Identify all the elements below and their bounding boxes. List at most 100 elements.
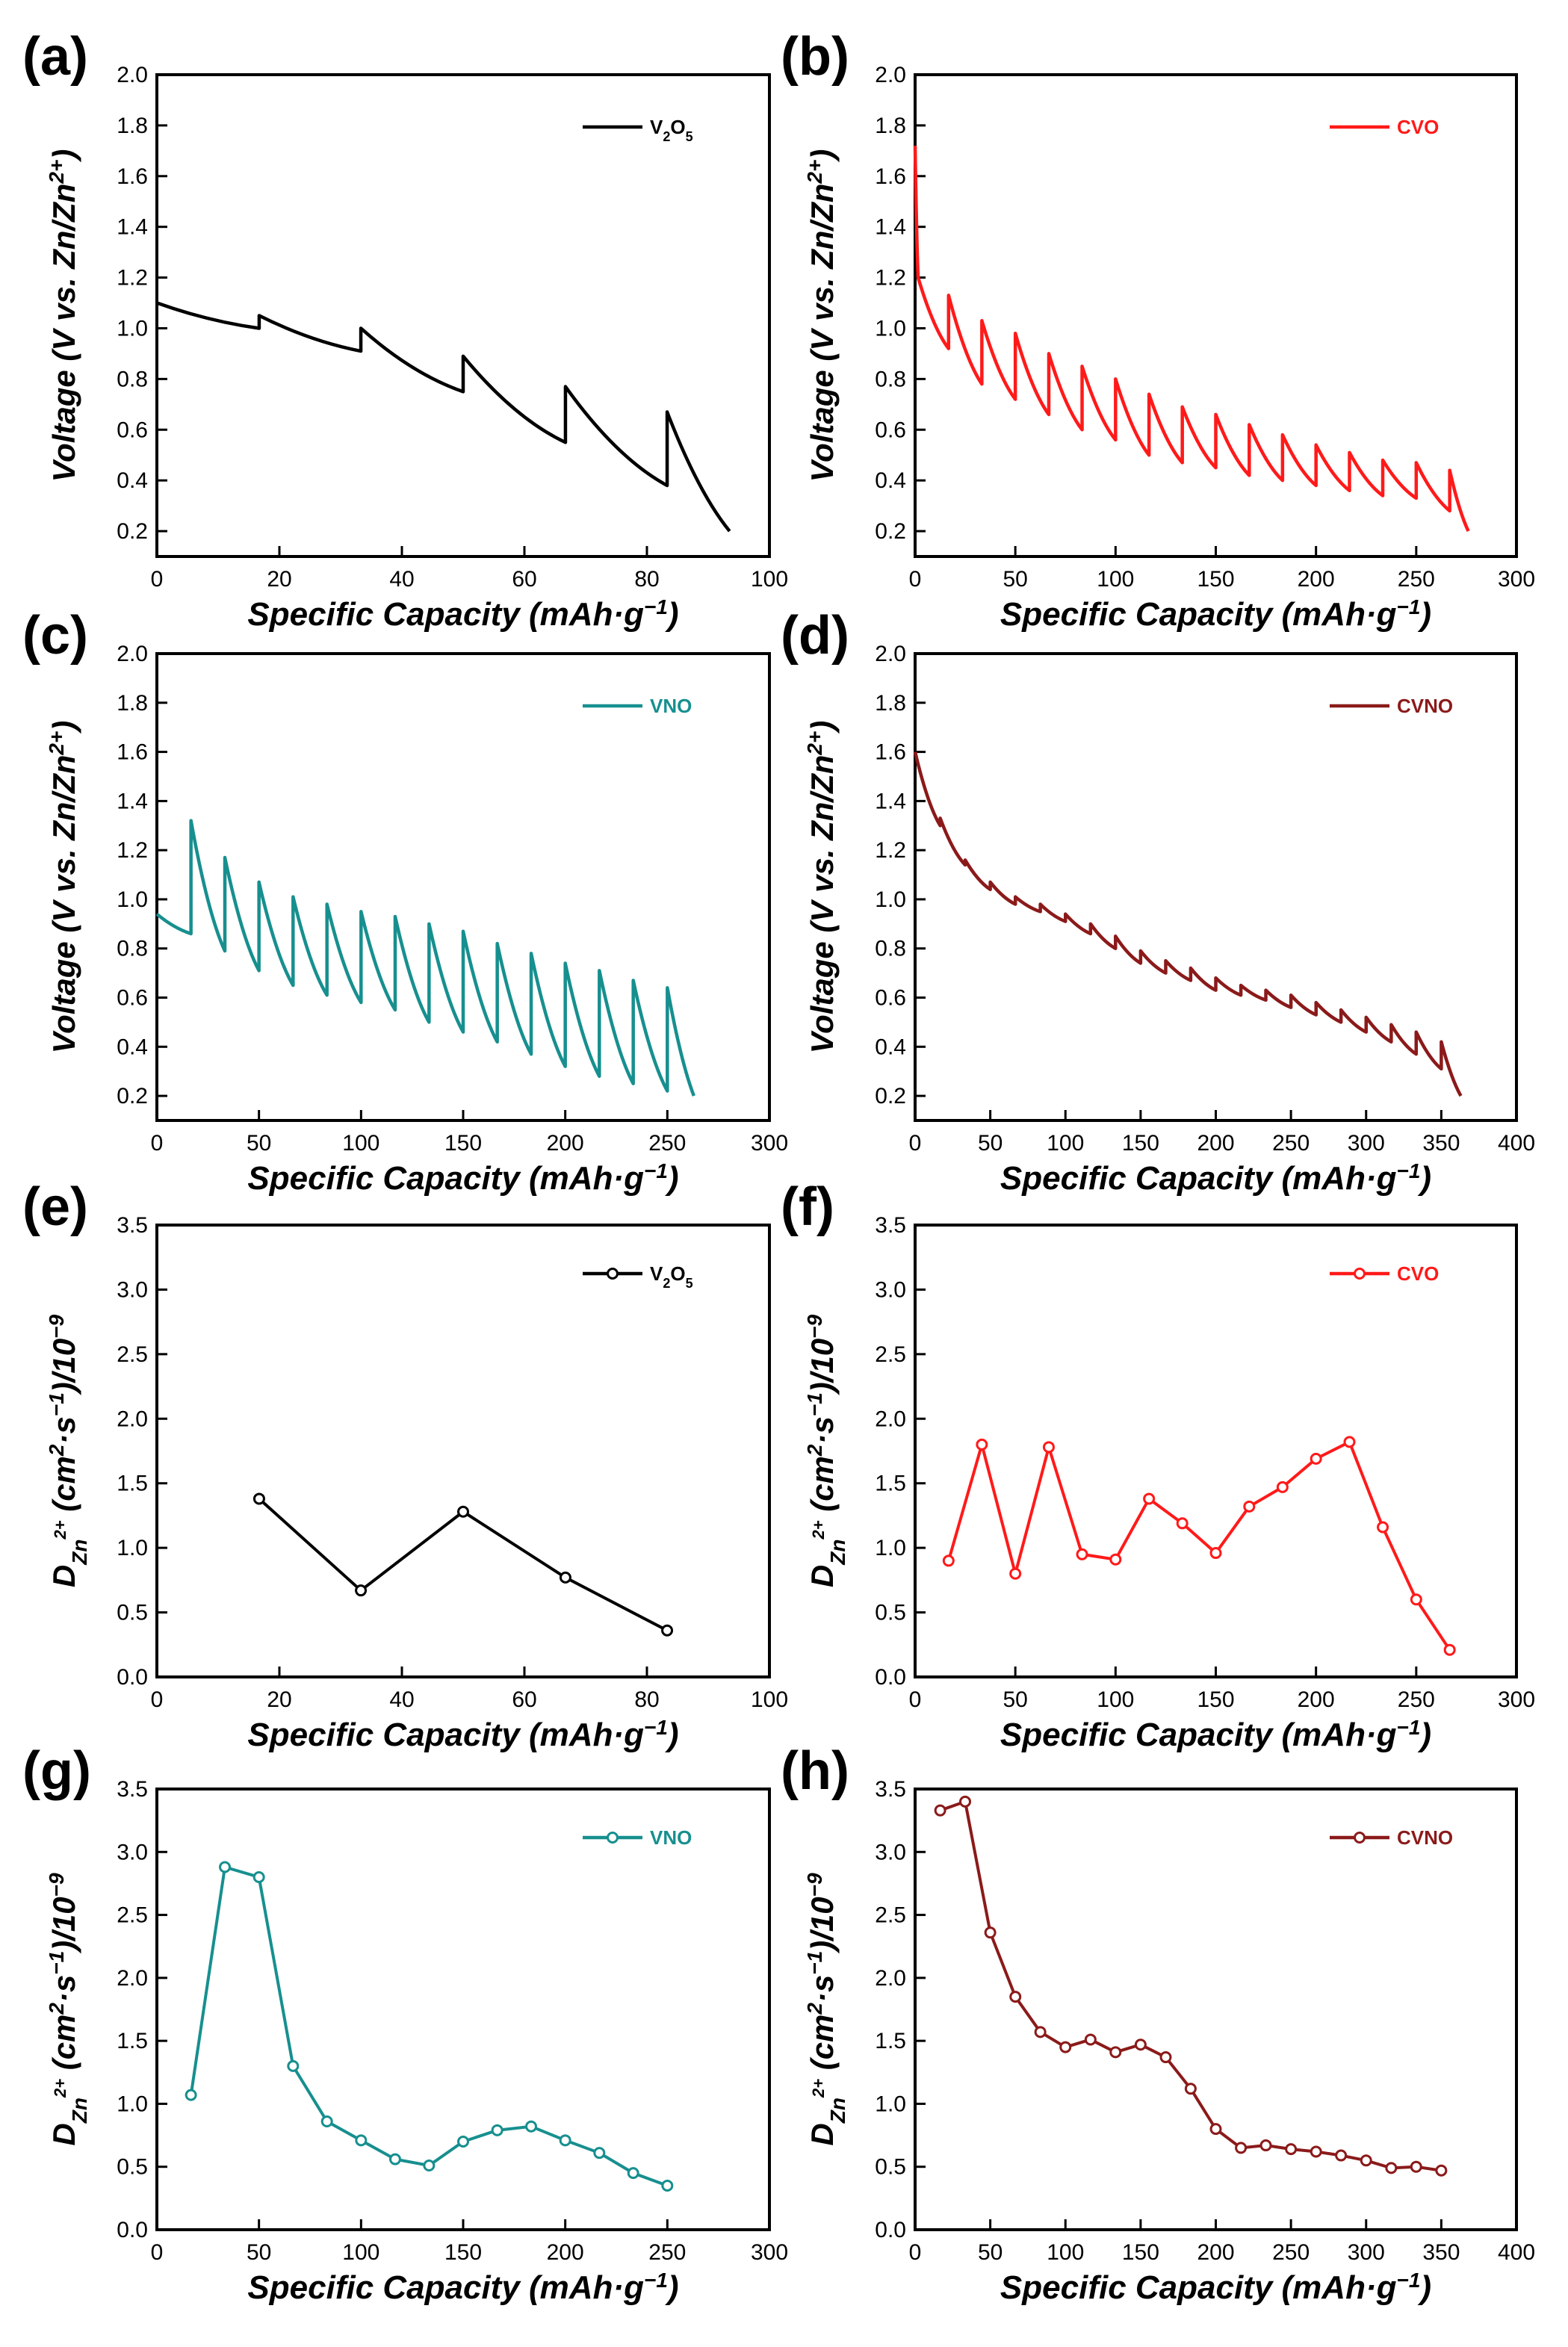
panel-letter: (a) bbox=[22, 27, 88, 87]
panel-e: 0 20 40 60 80 100 0.0 0.5 1.0 1.5 2.0 2.5 3.0 3.5 (e) S… bbox=[22, 1177, 788, 1753]
y-tick-label: 0.4 bbox=[875, 1035, 906, 1059]
y-tick-label: 3.0 bbox=[875, 1840, 906, 1864]
x-tick-label: 300 bbox=[1498, 1687, 1535, 1712]
series-line bbox=[258, 1497, 668, 1632]
data-point bbox=[984, 1926, 997, 1939]
x-axis-label: Specific Capacity (mAh·g−1) bbox=[247, 2269, 678, 2307]
y-tick-label: 0.6 bbox=[875, 418, 906, 442]
x-tick-label: 250 bbox=[1272, 1131, 1310, 1156]
data-point bbox=[1184, 2083, 1197, 2095]
x-tick-label: 20 bbox=[267, 567, 291, 592]
x-tick-label: 400 bbox=[1498, 2240, 1535, 2265]
x-tick-label: 350 bbox=[1422, 1131, 1460, 1156]
plot-frame bbox=[155, 1788, 771, 2231]
y-tick-label: 2.5 bbox=[117, 1342, 148, 1367]
y-axis-label: DZn2+ (cm2·s−1)/10−9 bbox=[803, 1873, 849, 2146]
y-tick-label: 2.0 bbox=[117, 1966, 148, 1991]
series-line bbox=[939, 1799, 1442, 2172]
plot-frame bbox=[914, 1788, 1518, 2231]
x-tick-label: 350 bbox=[1422, 2240, 1460, 2265]
data-point bbox=[320, 2115, 333, 2128]
y-tick-label: 0.6 bbox=[875, 986, 906, 1011]
x-tick-label: 100 bbox=[1097, 1687, 1134, 1712]
y-tick-label: 2.0 bbox=[117, 1407, 148, 1431]
data-point bbox=[1159, 2051, 1172, 2064]
data-point bbox=[1360, 2154, 1372, 2167]
x-tick-label: 300 bbox=[1348, 1131, 1385, 1156]
data-point bbox=[976, 1438, 988, 1451]
y-tick-label: 1.2 bbox=[117, 838, 148, 863]
y-tick-label: 0.5 bbox=[875, 2155, 906, 2180]
data-point bbox=[1042, 1441, 1055, 1454]
x-tick-label: 0 bbox=[151, 1687, 164, 1712]
y-tick-label: 3.5 bbox=[117, 1213, 148, 1238]
y-tick-label: 3.5 bbox=[117, 1777, 148, 1802]
x-tick-label: 150 bbox=[1122, 1131, 1159, 1156]
y-tick-label: 0.0 bbox=[117, 1665, 148, 1690]
plot-frame bbox=[914, 1224, 1518, 1678]
y-tick-label: 1.4 bbox=[117, 215, 148, 240]
y-tick-label: 0.2 bbox=[875, 519, 906, 544]
x-tick-label: 100 bbox=[342, 1131, 379, 1156]
y-tick-label: 0.8 bbox=[875, 937, 906, 961]
x-tick-label: 50 bbox=[247, 2240, 271, 2265]
legend-label: V2O5 bbox=[650, 116, 693, 144]
x-tick-label: 300 bbox=[1348, 2240, 1385, 2265]
data-point bbox=[1276, 1481, 1289, 1493]
legend-label: CVNO bbox=[1397, 1826, 1453, 1849]
data-point bbox=[1435, 2164, 1448, 2177]
data-point bbox=[934, 1804, 946, 1817]
y-tick-label: 2.0 bbox=[875, 642, 906, 666]
data-point bbox=[252, 1492, 265, 1505]
y-tick-label: 0.4 bbox=[117, 468, 148, 493]
data-point bbox=[423, 2160, 436, 2172]
y-axis-label: Voltage (V vs. Zn/Zn2+) bbox=[45, 149, 82, 483]
y-tick-label: 0.4 bbox=[875, 468, 906, 493]
data-point bbox=[1009, 1991, 1022, 2003]
x-tick-label: 250 bbox=[648, 2240, 686, 2265]
panel-letter: (c) bbox=[22, 606, 88, 666]
y-tick-label: 1.2 bbox=[117, 266, 148, 291]
x-tick-label: 200 bbox=[1298, 567, 1335, 592]
x-tick-label: 150 bbox=[1197, 1687, 1234, 1712]
data-point bbox=[1310, 2145, 1322, 2158]
data-point bbox=[1235, 2142, 1248, 2154]
x-tick-label: 40 bbox=[389, 1687, 414, 1712]
series-line bbox=[189, 1864, 669, 2187]
y-tick-label: 0.5 bbox=[875, 1601, 906, 1625]
y-tick-label: 1.0 bbox=[117, 316, 148, 341]
x-axis-label: Specific Capacity (mAh·g−1) bbox=[247, 595, 678, 633]
x-tick-label: 250 bbox=[1398, 567, 1435, 592]
data-point bbox=[1243, 1500, 1256, 1513]
legend-label: CVO bbox=[1397, 116, 1439, 138]
panel-c: 0 50 100 150 200 250 300 0.2 0.4 0.6 0.8 1.0 1.2 1.4 1… bbox=[22, 606, 788, 1197]
y-tick-label: 1.2 bbox=[875, 266, 906, 291]
legend-label: VNO bbox=[650, 1826, 692, 1849]
x-axis-label: Specific Capacity (mAh·g−1) bbox=[1000, 1159, 1431, 1197]
panel-h: 0 50 100 150 200 250 300 350 400 0.0 0.5 1.0 1.5 2.0 2… bbox=[781, 1741, 1535, 2306]
y-tick-label: 0.4 bbox=[117, 1035, 148, 1059]
x-tick-label: 150 bbox=[444, 2240, 482, 2265]
y-tick-label: 0.8 bbox=[117, 367, 148, 391]
y-tick-label: 2.5 bbox=[875, 1903, 906, 1928]
x-axis-label: Specific Capacity (mAh·g−1) bbox=[247, 1716, 678, 1754]
x-tick-label: 100 bbox=[1097, 567, 1134, 592]
y-tick-label: 2.0 bbox=[117, 642, 148, 666]
x-tick-label: 80 bbox=[634, 1687, 659, 1712]
x-tick-label: 150 bbox=[1197, 567, 1234, 592]
data-point bbox=[1176, 1517, 1189, 1530]
y-tick-label: 1.0 bbox=[875, 1536, 906, 1560]
plot-frame bbox=[155, 1224, 771, 1678]
panel-letter: (b) bbox=[781, 27, 849, 87]
y-tick-label: 1.0 bbox=[117, 2092, 148, 2116]
data-point bbox=[355, 2134, 368, 2147]
y-tick-label: 1.0 bbox=[875, 887, 906, 912]
legend-label: CVNO bbox=[1397, 695, 1453, 717]
y-axis-label: DZn2+ (cm2·s−1)/10−9 bbox=[45, 1873, 91, 2146]
data-point bbox=[661, 1624, 674, 1637]
y-tick-label: 0.8 bbox=[875, 367, 906, 391]
data-point bbox=[1259, 2139, 1272, 2152]
data-point bbox=[1335, 2149, 1348, 2162]
panel-b: 0 50 100 150 200 250 300 0.2 0.4 0.6 0.8 1.0 1.2 1.4 1… bbox=[781, 27, 1535, 633]
data-point bbox=[355, 1584, 368, 1597]
